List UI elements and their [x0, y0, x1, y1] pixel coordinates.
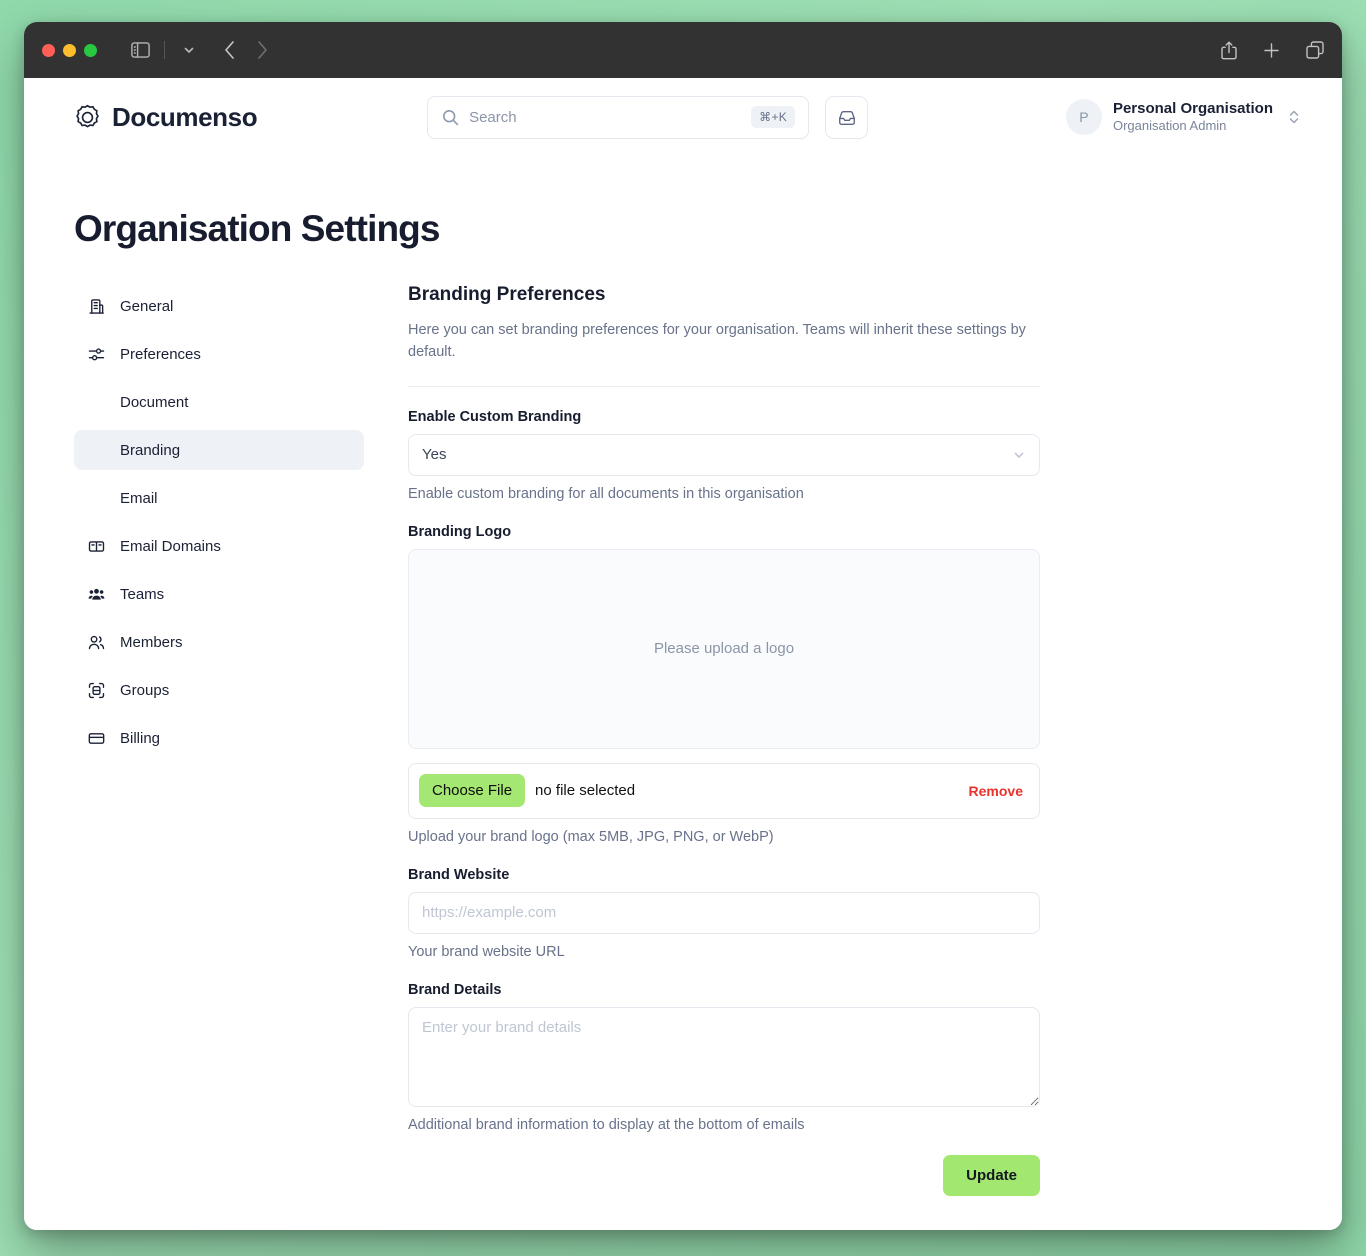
search-shortcut-badge: ⌘+K [751, 106, 796, 128]
sidebar-item-label: Members [120, 633, 183, 651]
chrome-divider [164, 41, 165, 59]
form-actions: Update [408, 1154, 1040, 1231]
members-icon [88, 634, 106, 651]
sidebar-item-groups[interactable]: Groups [74, 670, 364, 710]
organisation-name: Personal Organisation [1112, 99, 1273, 117]
enable-branding-value: Yes [422, 446, 447, 463]
traffic-lights [42, 43, 97, 57]
sidebar-item-label: Teams [120, 585, 165, 603]
avatar: P [1065, 98, 1102, 135]
sidebar-item-teams[interactable]: Teams [74, 574, 364, 614]
brand-details-field: Brand Details Additional brand informati… [408, 982, 1040, 1133]
sidebar-item-preferences[interactable]: Preferences [74, 334, 364, 374]
file-upload-row: Choose File no file selected Remove [408, 762, 1040, 819]
sidebar-item-general[interactable]: General [74, 286, 364, 326]
sidebar-item-email-domains[interactable]: Email Domains [74, 526, 364, 566]
inbox-button[interactable] [825, 95, 869, 139]
divider [408, 385, 1040, 387]
header-center: Search ⌘+K [427, 95, 869, 139]
plus-icon[interactable] [1263, 42, 1280, 59]
brand-logo[interactable]: Documenso [74, 101, 258, 133]
search-icon [442, 109, 459, 126]
close-window-button[interactable] [42, 43, 55, 57]
chrome-left-tools [127, 37, 269, 63]
maximize-window-button[interactable] [84, 43, 97, 57]
organisation-role: Organisation Admin [1112, 118, 1227, 134]
sidebar-item-label: Email Domains [120, 537, 221, 555]
sidebar-item-email[interactable]: Email [74, 478, 364, 518]
brand-details-help: Additional brand information to display … [408, 1116, 805, 1133]
enable-branding-field: Enable Custom Branding Yes Enable custom… [408, 409, 1040, 502]
sidebar-item-branding[interactable]: Branding [74, 430, 364, 470]
page-body: General Preferences [24, 250, 1342, 1230]
section-title: Branding Preferences [408, 284, 606, 305]
page-title: Organisation Settings [74, 208, 440, 249]
chrome-right-tools [1221, 41, 1324, 60]
branding-logo-help: Upload your brand logo (max 5MB, JPG, PN… [408, 828, 774, 845]
file-status-text: no file selected [535, 782, 636, 799]
enable-branding-select[interactable]: Yes [408, 433, 1040, 476]
navigation-arrows [223, 40, 269, 60]
user-meta: Personal Organisation Organisation Admin [1113, 99, 1273, 135]
copy-tabs-icon[interactable] [1306, 41, 1324, 59]
enable-branding-label: Enable Custom Branding [408, 408, 582, 425]
sidebar-item-label: General [120, 297, 174, 315]
sidebar-item-billing[interactable]: Billing [74, 718, 364, 758]
sidebar-item-document[interactable]: Document [74, 382, 364, 422]
brand-details-label: Brand Details [408, 981, 502, 998]
enable-branding-help: Enable custom branding for all documents… [408, 485, 804, 502]
brand-name: Documenso [112, 101, 258, 132]
share-icon[interactable] [1221, 41, 1237, 60]
brand-details-textarea[interactable] [408, 1006, 1040, 1107]
brand-website-help: Your brand website URL [408, 943, 565, 960]
inbox-icon [837, 107, 857, 127]
sidebar-item-label: Email [120, 489, 158, 507]
brand-website-label: Brand Website [408, 866, 510, 883]
choose-file-button[interactable]: Choose File [419, 774, 526, 807]
forward-button[interactable] [256, 40, 269, 60]
sidebar-item-label: Billing [120, 729, 161, 747]
branding-logo-field: Branding Logo Please upload a logo Choos… [408, 524, 1040, 845]
sidebar-item-label: Branding [120, 441, 181, 459]
settings-content: Branding Preferences Here you can set br… [364, 284, 1084, 1230]
logo-dropzone-text: Please upload a logo [653, 640, 795, 657]
application-root: Documenso Search ⌘+K [24, 78, 1342, 1230]
documenso-badge-icon [74, 104, 101, 131]
building-icon [88, 298, 106, 315]
browser-window: Documenso Search ⌘+K [24, 22, 1342, 1230]
remove-logo-link[interactable]: Remove [968, 782, 1023, 799]
search-input[interactable]: Search ⌘+K [427, 95, 810, 139]
mailbox-icon [88, 538, 106, 555]
browser-chrome-bar [24, 22, 1342, 78]
sidebar-icon[interactable] [127, 37, 153, 63]
chevron-down-icon [1012, 448, 1026, 462]
chevron-down-icon[interactable] [176, 37, 202, 63]
branding-logo-label: Branding Logo [408, 523, 512, 540]
settings-sidebar: General Preferences [74, 284, 364, 1230]
teams-icon [88, 586, 106, 603]
brand-website-field: Brand Website Your brand website URL [408, 867, 1040, 960]
update-button[interactable]: Update [943, 1154, 1040, 1196]
user-organisation-switcher[interactable]: P Personal Organisation Organisation Adm… [1038, 98, 1300, 135]
sliders-icon [88, 346, 106, 363]
sidebar-item-label: Preferences [120, 345, 201, 363]
credit-card-icon [88, 730, 106, 747]
sidebar-item-label: Groups [120, 681, 170, 699]
sidebar-item-members[interactable]: Members [74, 622, 364, 662]
brand-website-input[interactable] [408, 891, 1040, 934]
app-header: Documenso Search ⌘+K [24, 78, 1342, 156]
section-description: Here you can set branding preferences fo… [408, 322, 1026, 360]
back-button[interactable] [223, 40, 236, 60]
sidebar-item-label: Document [120, 393, 189, 411]
chevron-up-down-icon [1288, 108, 1300, 126]
search-placeholder: Search [469, 108, 517, 126]
minimize-window-button[interactable] [63, 43, 76, 57]
groups-icon [88, 682, 106, 699]
logo-dropzone[interactable]: Please upload a logo [408, 548, 1040, 749]
